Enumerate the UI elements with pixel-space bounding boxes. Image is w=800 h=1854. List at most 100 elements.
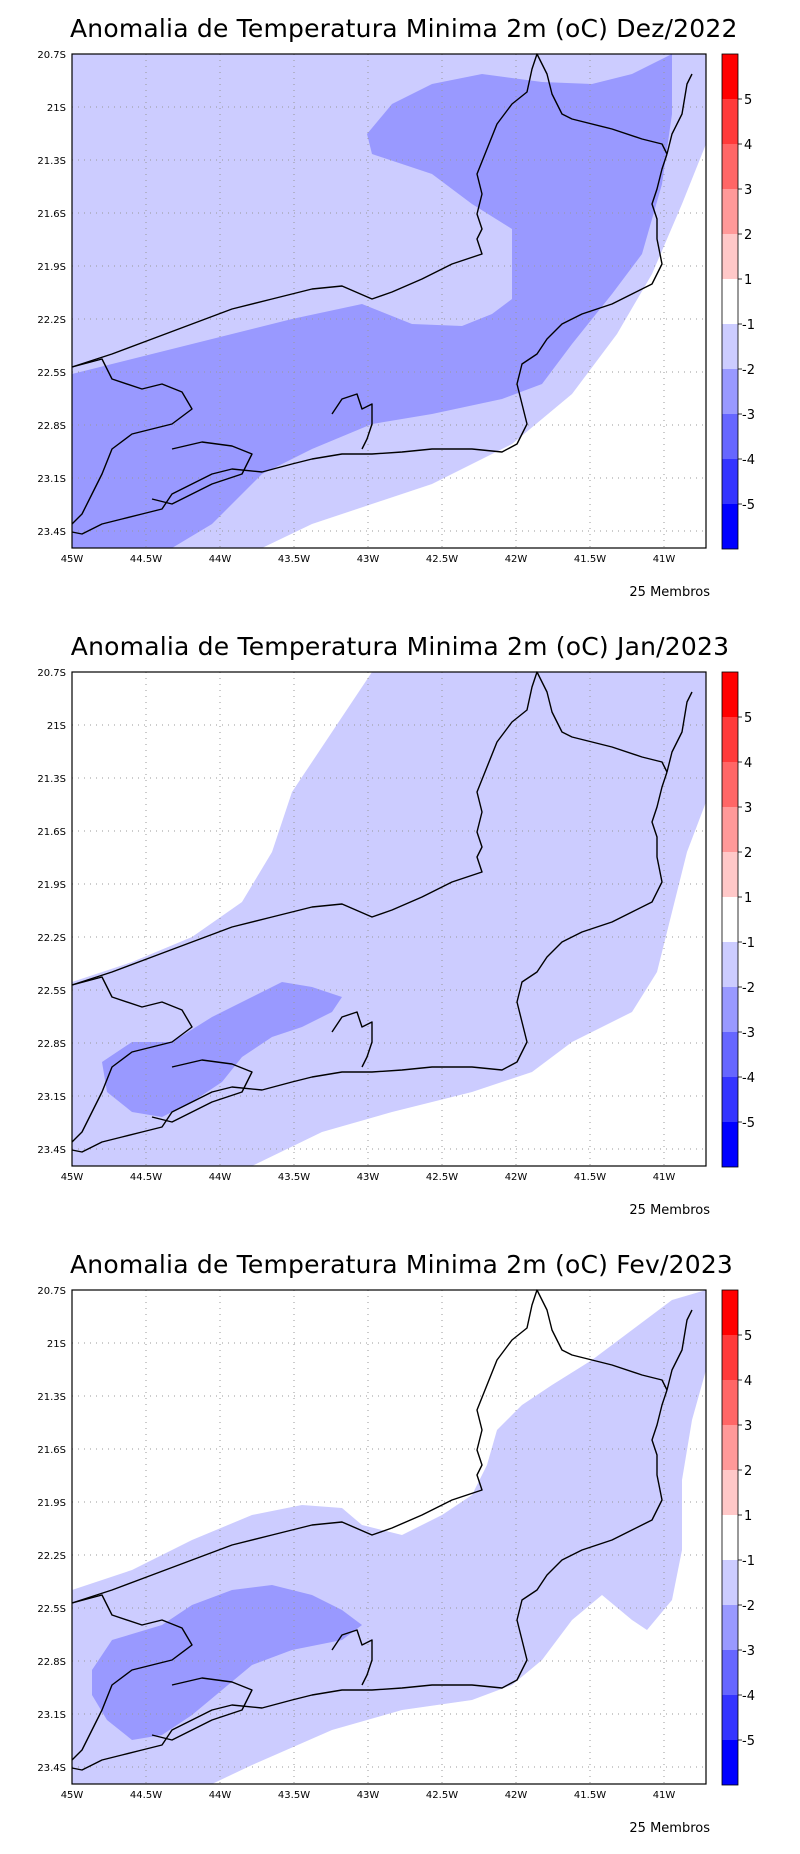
- svg-text:4: 4: [744, 138, 752, 153]
- svg-text:2: 2: [744, 228, 752, 243]
- svg-text:-1: -1: [742, 936, 755, 951]
- svg-text:-5: -5: [742, 1734, 755, 1749]
- panel-title: Anomalia de Temperatura Minima 2m (oC) F…: [70, 1250, 734, 1279]
- svg-text:21.9S: 21.9S: [37, 262, 66, 273]
- map-area: [71, 53, 707, 549]
- svg-text:22.5S: 22.5S: [37, 1604, 66, 1615]
- svg-text:43.5W: 43.5W: [278, 1790, 310, 1801]
- svg-text:43W: 43W: [357, 1790, 380, 1801]
- svg-text:-1: -1: [742, 1554, 755, 1569]
- y-axis-ticks: 20.7S 21S 21.3S 21.6S 21.9S 22.2S 22.5S …: [37, 50, 66, 538]
- svg-text:22.2S: 22.2S: [37, 315, 66, 326]
- state-boundaries: [71, 53, 693, 535]
- svg-text:-3: -3: [742, 1644, 755, 1659]
- svg-text:20.7S: 20.7S: [37, 1286, 66, 1297]
- svg-text:45W: 45W: [61, 1790, 84, 1801]
- members-label: 25 Membros: [629, 1203, 710, 1218]
- svg-text:23.1S: 23.1S: [37, 474, 66, 485]
- svg-text:5: 5: [744, 711, 752, 726]
- svg-text:44W: 44W: [209, 554, 232, 565]
- state-boundaries: [71, 1289, 693, 1771]
- svg-text:41.5W: 41.5W: [574, 554, 606, 565]
- state-boundaries: [71, 671, 693, 1153]
- svg-text:42.5W: 42.5W: [426, 1790, 458, 1801]
- map-figure: 45W 44.5W 44W 43.5W 43W 42.5W 42W 41.5W …: [37, 1286, 755, 1801]
- svg-text:43W: 43W: [357, 554, 380, 565]
- map-figure: 45W 44.5W 44W 43.5W 43W 42.5W 42W 41.5W …: [37, 50, 755, 565]
- map-figure: 45W 44.5W 44W 43.5W 43W 42.5W 42W 41.5W …: [37, 668, 755, 1183]
- svg-text:21.3S: 21.3S: [37, 1392, 66, 1403]
- svg-text:20.7S: 20.7S: [37, 50, 66, 61]
- svg-text:22.8S: 22.8S: [37, 1657, 66, 1668]
- svg-text:44W: 44W: [209, 1790, 232, 1801]
- map-panel-jan-2023: Anomalia de Temperatura Minima 2m (oC) J…: [0, 618, 800, 1218]
- svg-text:3: 3: [744, 1419, 752, 1434]
- svg-text:43.5W: 43.5W: [278, 1172, 310, 1183]
- svg-text:44W: 44W: [209, 1172, 232, 1183]
- svg-text:-2: -2: [742, 981, 755, 996]
- svg-text:-1: -1: [742, 318, 755, 333]
- map-panel-dez-2022: Anomalia de Temperatura Minima 2m (oC) D…: [0, 0, 800, 600]
- anomaly-region-medium: [102, 982, 342, 1117]
- svg-text:45W: 45W: [61, 554, 84, 565]
- svg-text:22.8S: 22.8S: [37, 421, 66, 432]
- svg-text:42W: 42W: [505, 1790, 528, 1801]
- svg-text:21.9S: 21.9S: [37, 880, 66, 891]
- x-axis-ticks: 45W 44.5W 44W 43.5W 43W 42.5W 42W 41.5W …: [61, 1790, 676, 1801]
- svg-text:42.5W: 42.5W: [426, 1172, 458, 1183]
- svg-text:5: 5: [744, 1329, 752, 1344]
- svg-text:1: 1: [744, 273, 752, 288]
- y-axis-ticks: 20.7S 21S 21.3S 21.6S 21.9S 22.2S 22.5S …: [37, 1286, 66, 1774]
- svg-text:23.4S: 23.4S: [37, 527, 66, 538]
- svg-text:41W: 41W: [653, 554, 676, 565]
- lat-lon-grid: [72, 672, 706, 1166]
- svg-text:1: 1: [744, 891, 752, 906]
- svg-text:23.4S: 23.4S: [37, 1145, 66, 1156]
- svg-text:21.9S: 21.9S: [37, 1498, 66, 1509]
- panel-title: Anomalia de Temperatura Minima 2m (oC) J…: [70, 632, 730, 661]
- svg-text:3: 3: [744, 801, 752, 816]
- anomaly-region-medium: [92, 1585, 362, 1740]
- svg-text:3: 3: [744, 183, 752, 198]
- svg-text:-2: -2: [742, 1599, 755, 1614]
- svg-text:4: 4: [744, 756, 752, 771]
- svg-text:45W: 45W: [61, 1172, 84, 1183]
- svg-text:-3: -3: [742, 408, 755, 423]
- colorbar: 5 4 3 2 1 -1 -2 -3 -4 -5: [721, 671, 755, 1168]
- svg-text:23.1S: 23.1S: [37, 1092, 66, 1103]
- colorbar: 5 4 3 2 1 -1 -2 -3 -4 -5: [721, 53, 755, 550]
- svg-text:22.5S: 22.5S: [37, 986, 66, 997]
- map-area: [71, 1289, 707, 1785]
- svg-text:22.2S: 22.2S: [37, 1551, 66, 1562]
- svg-text:22.8S: 22.8S: [37, 1039, 66, 1050]
- svg-text:2: 2: [744, 1464, 752, 1479]
- colorbar: 5 4 3 2 1 -1 -2 -3 -4 -5: [721, 1289, 755, 1786]
- svg-text:21.6S: 21.6S: [37, 827, 66, 838]
- svg-text:44.5W: 44.5W: [130, 1790, 162, 1801]
- svg-text:41.5W: 41.5W: [574, 1790, 606, 1801]
- svg-text:41W: 41W: [653, 1790, 676, 1801]
- svg-text:-4: -4: [742, 1689, 755, 1704]
- svg-text:21.3S: 21.3S: [37, 774, 66, 785]
- svg-text:42.5W: 42.5W: [426, 554, 458, 565]
- members-label: 25 Membros: [629, 1821, 710, 1836]
- svg-text:-3: -3: [742, 1026, 755, 1041]
- svg-text:-5: -5: [742, 498, 755, 513]
- svg-text:21.6S: 21.6S: [37, 1445, 66, 1456]
- svg-text:20.7S: 20.7S: [37, 668, 66, 679]
- y-axis-ticks: 20.7S 21S 21.3S 21.6S 21.9S 22.2S 22.5S …: [37, 668, 66, 1156]
- svg-text:43.5W: 43.5W: [278, 554, 310, 565]
- svg-text:1: 1: [744, 1509, 752, 1524]
- svg-text:23.1S: 23.1S: [37, 1710, 66, 1721]
- svg-text:-4: -4: [742, 453, 755, 468]
- svg-text:2: 2: [744, 846, 752, 861]
- svg-text:41.5W: 41.5W: [574, 1172, 606, 1183]
- svg-text:21S: 21S: [47, 721, 66, 732]
- svg-text:21.3S: 21.3S: [37, 156, 66, 167]
- svg-text:21.6S: 21.6S: [37, 209, 66, 220]
- members-label: 25 Membros: [629, 585, 710, 600]
- svg-text:-5: -5: [742, 1116, 755, 1131]
- lat-lon-grid: [72, 1290, 706, 1784]
- svg-text:41W: 41W: [653, 1172, 676, 1183]
- x-axis-ticks: 45W 44.5W 44W 43.5W 43W 42.5W 42W 41.5W …: [61, 554, 676, 565]
